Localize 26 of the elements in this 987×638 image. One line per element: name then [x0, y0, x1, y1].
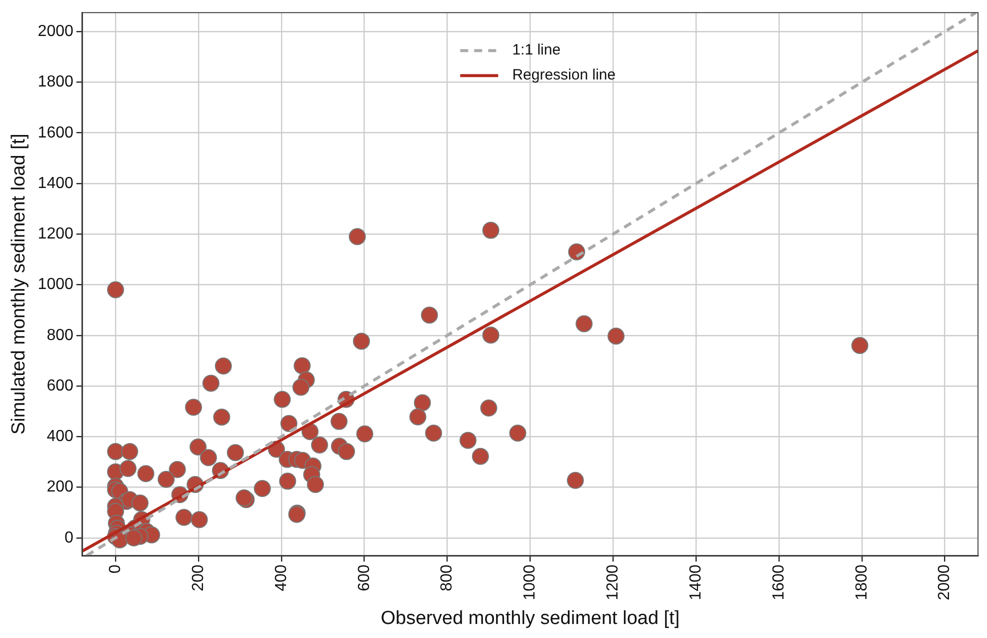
- legend-label: Regression line: [512, 66, 616, 84]
- y-tick-label: 400: [46, 428, 74, 446]
- y-tick-label: 1600: [38, 124, 74, 142]
- y-tick-label: 1200: [38, 226, 74, 243]
- y-tick-label: 1400: [38, 174, 74, 192]
- x-tick-label: 1600: [770, 564, 788, 600]
- y-tick-label: 800: [46, 326, 74, 344]
- x-tick-label: 200: [190, 564, 207, 592]
- x-tick-label: 400: [272, 564, 290, 592]
- x-tick-label: 1400: [687, 564, 704, 600]
- legend-label: 1:1 line: [512, 42, 561, 59]
- x-tick-label: 2000: [936, 564, 954, 600]
- x-axis-title: Observed monthly sediment load [t]: [380, 608, 680, 629]
- x-tick-label: 1000: [522, 564, 539, 600]
- y-tick-label: 600: [46, 377, 74, 394]
- y-tick-label: 1800: [38, 74, 74, 91]
- x-tick-label: 0: [106, 564, 124, 574]
- y-tick-label: 0: [64, 529, 74, 546]
- y-tick-label: 1000: [38, 276, 74, 294]
- x-tick-label: 800: [438, 564, 456, 592]
- x-tick-label: 600: [356, 564, 373, 592]
- x-tick-label: 1200: [604, 564, 622, 600]
- y-axis-title: Simulated monthly sediment load [t]: [8, 134, 30, 435]
- y-tick-label: 2000: [38, 22, 74, 40]
- x-tick-label: 1800: [853, 564, 870, 600]
- y-tick-label: 200: [46, 478, 74, 496]
